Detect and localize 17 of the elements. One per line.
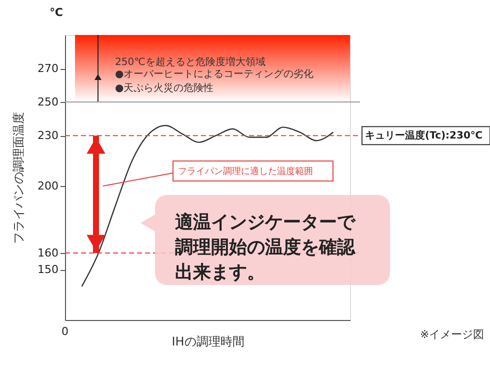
y-tick-label: 160 [38, 246, 58, 260]
x-axis-title: IHの調理時間 [172, 334, 244, 348]
annotation: フライパン調理に適した温度範囲 [178, 166, 313, 177]
y-tick-label: 200 [38, 179, 58, 192]
band-label: 250℃を超えると危険度増大領域 [115, 56, 266, 68]
ref-line-label: キュリー温度(Tc):230℃ [365, 130, 483, 142]
annotation: 適温インジケーターで調理開始の温度を確認出来ます。 [175, 212, 356, 283]
y-tick-label: 230 [38, 129, 58, 142]
text: 0 [62, 325, 68, 338]
text: ℃ [50, 6, 63, 19]
y-tick-label: 150 [38, 263, 58, 276]
y-axis-title: フライパンの調理面温度 [12, 112, 26, 244]
y-tick-label: 270 [38, 62, 58, 76]
annotation: ●オーバーヒートによるコーティングの劣化 [115, 68, 314, 80]
annotation: ●天ぷら火災の危険性 [115, 82, 214, 94]
text: ※イメージ図 [420, 328, 484, 341]
y-tick-label: 250 [38, 96, 58, 109]
